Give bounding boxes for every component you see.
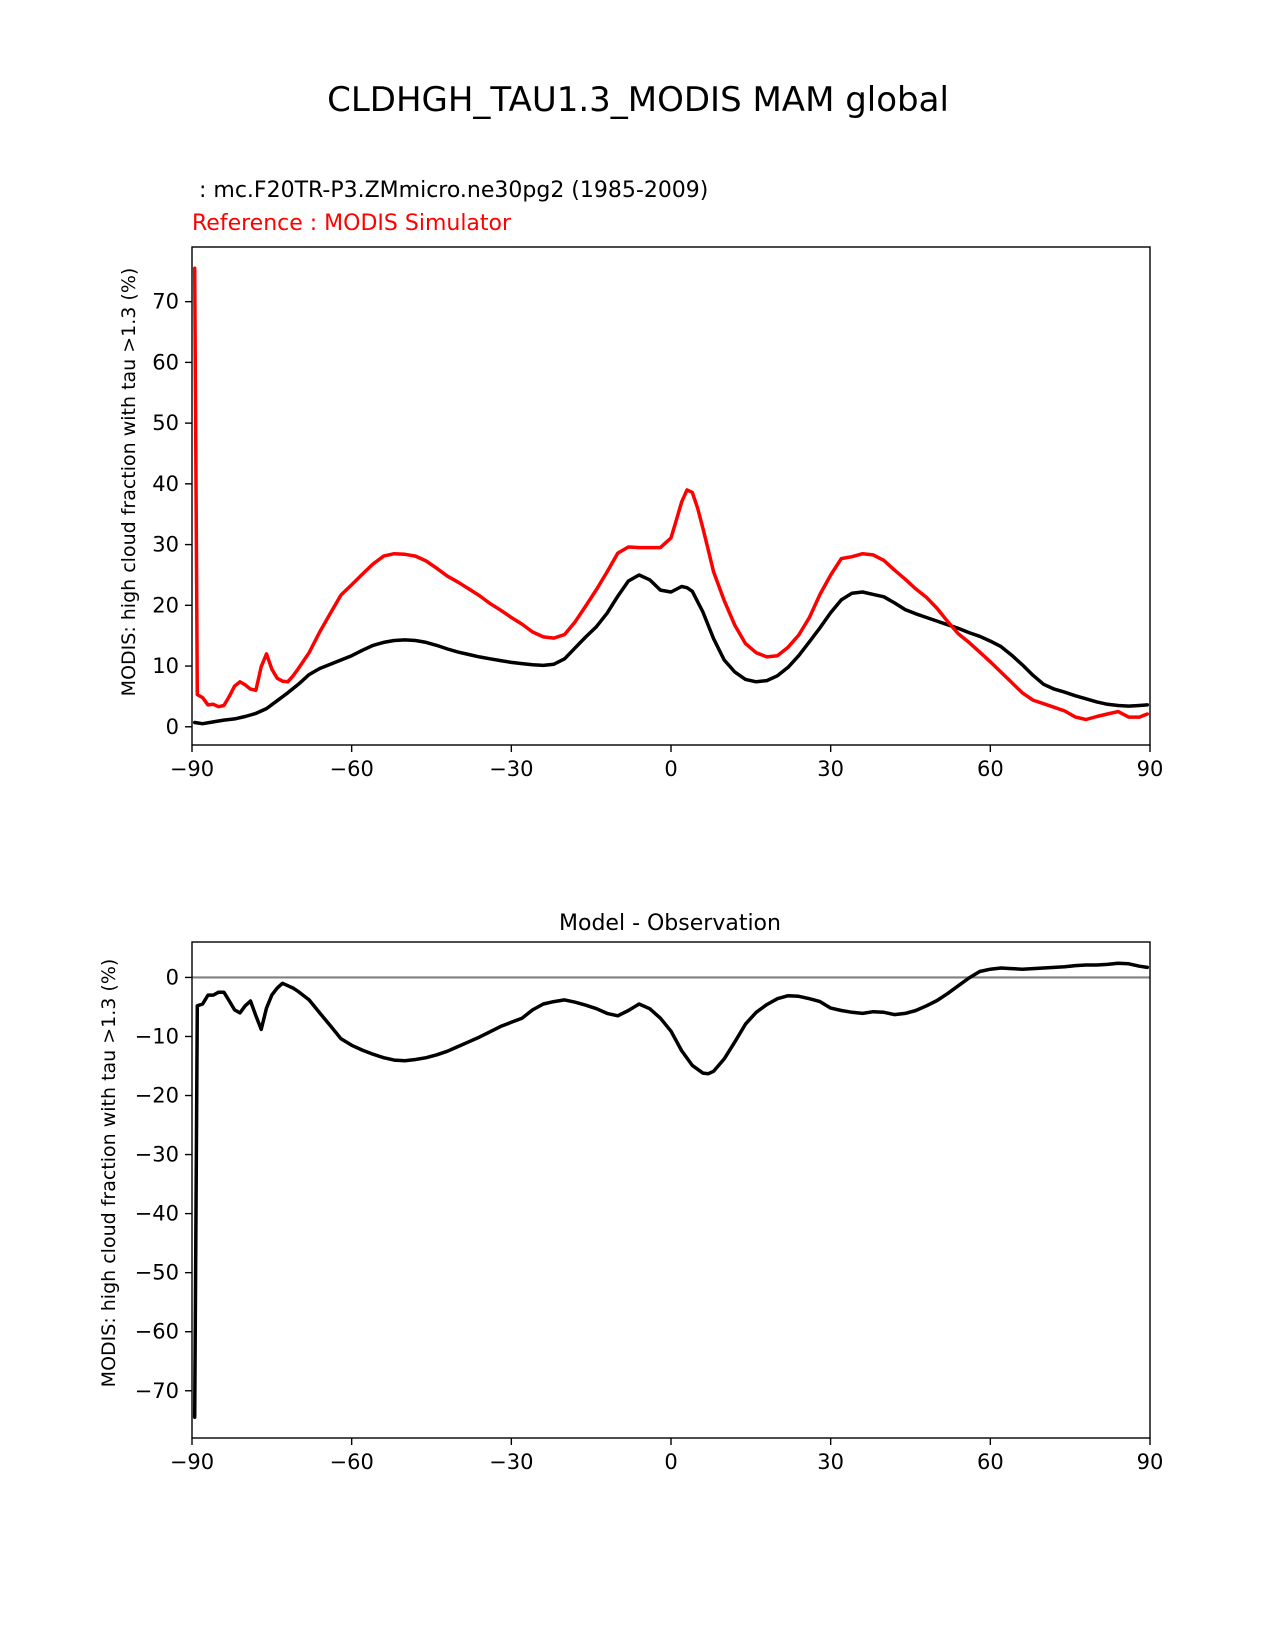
bottom-x-tick-label: 60 (977, 1450, 1004, 1474)
bottom-x-tick-label: −90 (170, 1450, 214, 1474)
top-reference-series-line (192, 266, 1150, 722)
top-x-tick-label: −60 (330, 757, 374, 781)
top-panel: : mc.F20TR-P3.ZMmicro.ne30pg2 (1985-2009… (118, 178, 1163, 781)
bottom-y-tick-label: −70 (135, 1379, 179, 1403)
top-y-tick-label: 30 (152, 533, 179, 557)
bottom-x-tick-label: −60 (330, 1450, 374, 1474)
bottom-panel-title: Model - Observation (559, 911, 781, 936)
top-x-tick-label: −90 (170, 757, 214, 781)
top-y-tick-label: 70 (152, 290, 179, 314)
test-run-label: : mc.F20TR-P3.ZMmicro.ne30pg2 (1985-2009… (192, 178, 708, 203)
bottom-x-tick-label: −30 (489, 1450, 533, 1474)
top-x-tick-label: 30 (817, 757, 844, 781)
bottom-plot-marks: −90 −60 −30 0 30 60 90 0 −10 −20 −30 −40 −50 −60 −70 (135, 941, 1164, 1474)
bottom-y-tick-label: −60 (135, 1320, 179, 1344)
top-x-tick-label: 0 (664, 757, 677, 781)
top-y-tick-label: 40 (152, 472, 179, 496)
bottom-y-axis-label: MODIS: high cloud fraction with tau >1.3… (98, 959, 120, 1388)
bottom-y-tick-label: 0 (166, 965, 179, 989)
bottom-y-tick-label: −50 (135, 1261, 179, 1285)
top-y-axis-label: MODIS: high cloud fraction with tau >1.3… (118, 268, 140, 697)
bottom-x-tick-label: 90 (1137, 1450, 1164, 1474)
reference-label: Reference : MODIS Simulator (192, 211, 512, 236)
bottom-y-tick-label: −10 (135, 1024, 179, 1048)
bottom-panel: Model - Observation MODIS: high cloud fr… (98, 911, 1163, 1474)
bottom-x-tick-label: 30 (817, 1450, 844, 1474)
bottom-difference-series-line (192, 961, 1150, 1420)
top-x-tick-label: 90 (1137, 757, 1164, 781)
top-test-series-line (192, 573, 1150, 726)
top-plot-marks: −90 −60 −30 0 30 60 90 0 10 20 30 40 50 60 70 (152, 246, 1164, 781)
bottom-y-tick-label: −30 (135, 1143, 179, 1167)
top-x-tick-label: −30 (489, 757, 533, 781)
top-x-tick-label: 60 (977, 757, 1004, 781)
top-y-tick-label: 60 (152, 350, 179, 374)
top-y-tick-label: 10 (152, 654, 179, 678)
top-y-tick-label: 20 (152, 593, 179, 617)
top-y-tick-label: 0 (166, 715, 179, 739)
bottom-x-tick-label: 0 (664, 1450, 677, 1474)
top-y-tick-label: 50 (152, 411, 179, 435)
figure-title: CLDHGH_TAU1.3_MODIS MAM global (327, 80, 949, 120)
bottom-y-tick-label: −40 (135, 1202, 179, 1226)
bottom-y-tick-label: −20 (135, 1084, 179, 1108)
